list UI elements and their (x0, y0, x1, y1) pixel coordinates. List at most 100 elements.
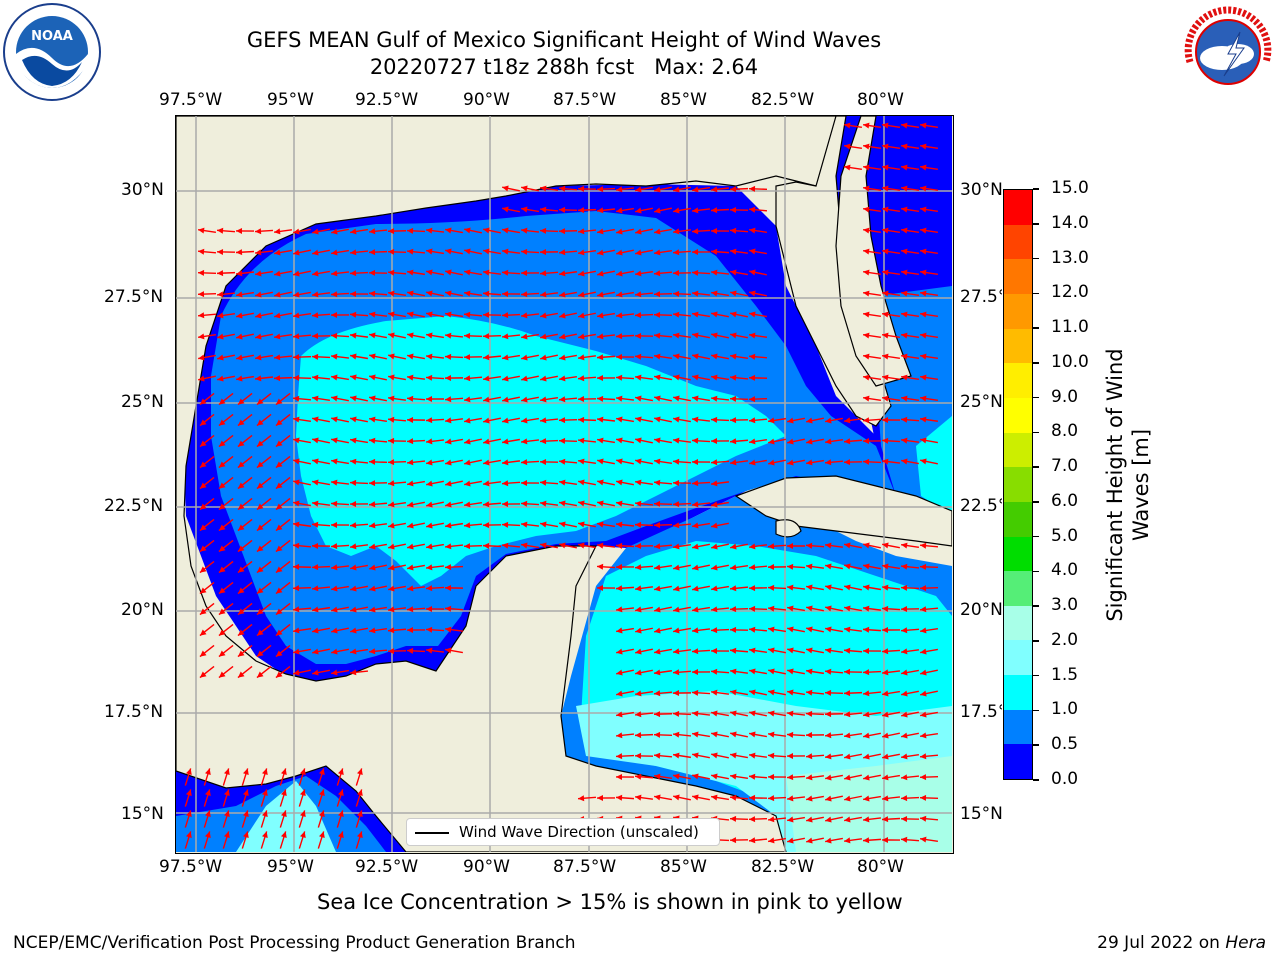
wave-direction-arrowhead (616, 753, 623, 760)
wave-direction-arrowhead (654, 669, 661, 676)
wave-direction-arrowhead (502, 269, 509, 276)
wave-direction-arrowhead (749, 605, 756, 612)
wave-direction-arrowhead (521, 248, 528, 255)
wave-direction-arrowhead (319, 789, 325, 797)
wave-direction-arrowhead (350, 353, 357, 360)
wave-direction-arrowhead (198, 269, 205, 276)
wave-direction-arrowhead (502, 480, 509, 487)
wave-direction-arrowhead (350, 437, 357, 444)
wave-direction-arrowhead (502, 375, 509, 382)
wave-direction-arrowhead (350, 479, 357, 486)
wave-direction-arrowhead (217, 270, 224, 277)
colorbar-tick-mark (1033, 640, 1039, 642)
wave-direction-arrowhead (730, 269, 737, 276)
wave-direction-arrowhead (426, 332, 433, 339)
wave-direction-arrowhead (199, 545, 207, 552)
noaa-logo-icon: NOAA (2, 2, 102, 102)
chart-title: GEFS MEAN Gulf of Mexico Significant Hei… (246, 28, 882, 52)
colorbar-segment (1004, 363, 1032, 398)
wave-direction-arrowhead (901, 269, 908, 276)
wave-direction-arrowhead (338, 768, 344, 776)
wave-direction-arrowhead (388, 269, 395, 276)
wave-direction-arrowhead (502, 459, 509, 466)
wave-direction-arrowhead (825, 459, 832, 466)
wave-direction-arrowhead (275, 419, 283, 426)
wave-direction-arrowhead (464, 522, 471, 529)
wave-direction-arrowhead (597, 437, 604, 444)
wave-direction-arrowhead (255, 249, 262, 256)
wave-direction-arrowhead (224, 810, 230, 818)
map-panel (175, 115, 954, 854)
wave-direction-arrowhead (331, 648, 338, 655)
wave-direction-arrowhead (275, 587, 283, 594)
wave-direction-arrowhead (730, 395, 737, 402)
wave-direction-arrowhead (293, 354, 300, 361)
wave-direction-arrowhead (483, 542, 490, 549)
wave-direction-arrowhead (312, 585, 319, 592)
wave-direction-arrowhead (559, 396, 566, 403)
wave-direction-arrowhead (407, 248, 414, 255)
wave-direction-arrowhead (426, 522, 433, 529)
wave-direction-arrowhead (407, 543, 414, 550)
wave-direction-arrowhead (274, 228, 281, 235)
wave-direction-arrowhead (312, 458, 319, 465)
wave-direction-arrowhead (730, 227, 737, 234)
wave-direction-arrowhead (673, 648, 680, 655)
wave-direction-arrowhead (768, 417, 775, 424)
wave-direction-arrowhead (578, 185, 585, 192)
lat-label-left: 20°N (121, 600, 164, 620)
wave-direction-arrowhead (616, 585, 623, 592)
wave-direction-arrowhead (920, 332, 927, 339)
wave-direction-arrowhead (654, 479, 661, 486)
wave-direction-arrowhead (616, 500, 623, 507)
wave-direction-arrowhead (388, 228, 395, 235)
wave-direction-arrowhead (768, 605, 775, 612)
lon-label-top: 85°W (660, 90, 707, 110)
wave-direction-arrowhead (616, 711, 623, 718)
wave-direction-arrowhead (559, 458, 566, 465)
wave-direction-arrowhead (825, 626, 832, 633)
wave-direction-arrowhead (920, 143, 927, 150)
wave-direction-arrowhead (331, 312, 338, 319)
wave-direction-arrowhead (882, 437, 889, 444)
wave-direction-arrowhead (369, 606, 376, 613)
wave-direction-arrowhead (863, 690, 870, 697)
wave-direction-arrowhead (711, 480, 718, 487)
wave-direction-arrowhead (464, 248, 471, 255)
wave-direction-arrowhead (331, 564, 338, 571)
wave-direction-arrowhead (445, 375, 452, 382)
wave-direction-arrowhead (464, 501, 471, 508)
wave-direction-arrowhead (217, 248, 224, 255)
footer-host: Hera (1225, 933, 1266, 953)
wave-direction-arrowhead (920, 585, 927, 592)
wave-direction-arrowhead (673, 585, 680, 592)
wave-direction-arrowhead (331, 270, 338, 277)
wave-direction-arrowhead (540, 206, 547, 213)
legend-line-icon (415, 832, 449, 834)
wave-direction-arrowhead (521, 459, 528, 466)
wave-direction-arrowhead (616, 333, 623, 340)
lat-label-left: 25°N (121, 392, 164, 412)
wave-direction-arrowhead (711, 395, 718, 402)
wave-direction-arrowhead (338, 789, 344, 797)
wave-direction-arrowhead (369, 353, 376, 360)
wave-direction-arrowhead (445, 480, 452, 487)
wave-direction-arrowhead (730, 311, 737, 318)
wave-direction-arrowhead (540, 479, 547, 486)
colorbar-tick-label: 7.0 (1051, 456, 1079, 477)
wave-direction-arrowhead (275, 566, 283, 573)
wave-direction-arrowhead (274, 354, 281, 361)
wave-direction-arrowhead (825, 438, 832, 445)
wave-direction-arrowhead (863, 353, 870, 360)
wave-direction-arrowhead (825, 774, 832, 781)
wave-direction-arrowhead (445, 248, 452, 255)
colorbar-tick-mark (1033, 223, 1039, 225)
wave-direction-arrowhead (901, 332, 908, 339)
wave-direction-arrowhead (388, 648, 395, 655)
wave-direction-arrowhead (863, 795, 870, 802)
wave-direction-arrowhead (281, 810, 287, 818)
wave-direction-arrowhead (692, 564, 699, 571)
wave-direction-arrowhead (236, 249, 243, 256)
wave-direction-arrowhead (521, 270, 528, 277)
wave-direction-arrowhead (407, 416, 414, 423)
